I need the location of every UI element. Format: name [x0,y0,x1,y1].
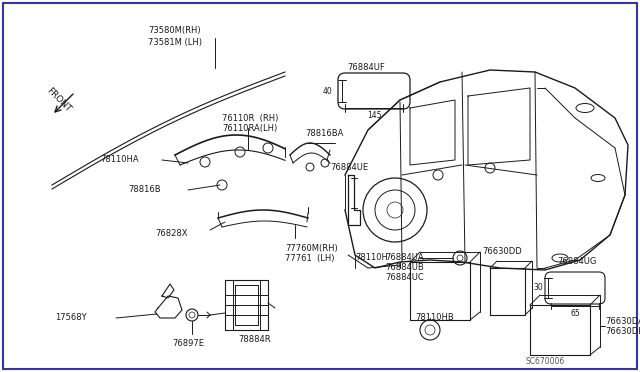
Text: 76110R  (RH): 76110R (RH) [222,113,278,122]
Text: 76884UA: 76884UA [385,253,424,263]
Text: 76884UB: 76884UB [385,263,424,273]
Text: 76630DB: 76630DB [605,327,640,337]
Text: 78816B: 78816B [128,186,161,195]
Text: 77760M(RH): 77760M(RH) [285,244,338,253]
Text: 65: 65 [570,310,580,318]
Text: 76828X: 76828X [155,228,188,237]
Text: 76110RA(LH): 76110RA(LH) [222,125,277,134]
Text: 78884R: 78884R [238,336,271,344]
Text: 76884UE: 76884UE [330,164,368,173]
Text: 77761  (LH): 77761 (LH) [285,254,335,263]
Text: 76884UG: 76884UG [557,257,596,266]
Text: 76630DA: 76630DA [605,317,640,327]
Text: 76884UC: 76884UC [385,273,424,282]
Text: 78110H: 78110H [355,253,388,263]
Text: 76884UF: 76884UF [347,64,385,73]
Text: 76630DD: 76630DD [482,247,522,257]
Text: SC670006: SC670006 [525,357,564,366]
Text: FRONT: FRONT [45,86,73,114]
Text: 40: 40 [323,87,332,96]
Text: 76897E: 76897E [172,339,204,347]
Text: 30: 30 [533,283,543,292]
Text: 78110HA: 78110HA [100,155,139,164]
Text: 78816BA: 78816BA [305,128,344,138]
Text: 78110HB: 78110HB [415,314,454,323]
Text: 73580M(RH): 73580M(RH) [148,26,200,35]
Text: 17568Y: 17568Y [55,314,86,323]
Text: 73581M (LH): 73581M (LH) [148,38,202,46]
Text: 145: 145 [367,112,381,121]
